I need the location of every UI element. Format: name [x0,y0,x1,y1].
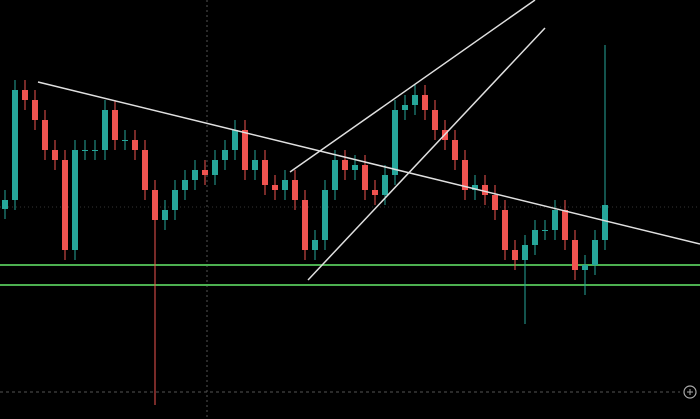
candle-body [272,185,278,190]
candle-body [92,150,98,151]
candle-body [462,160,468,190]
candle-body [482,185,488,195]
candle-body [102,110,108,150]
candle-body [152,190,158,220]
candle-body [142,150,148,190]
candle-body [172,190,178,210]
candle-body [192,170,198,180]
trend-line [289,0,536,173]
candle-body [312,240,318,250]
candle-body [122,140,128,141]
candle-body [132,140,138,150]
candle-body [282,180,288,190]
candle-body [52,150,58,160]
candle-body [572,240,578,270]
candle-body [382,175,388,195]
candle-body [452,140,458,160]
candle-body [22,90,28,100]
candle-body [372,190,378,195]
candle-body [162,210,168,220]
zoom-button[interactable] [683,385,697,399]
candle-body [82,150,88,151]
candle-body [362,165,368,190]
zoom-icon[interactable] [683,385,697,399]
candle-body [532,230,538,245]
candle-body [542,230,548,231]
candle-body [522,245,528,260]
candle-body [182,180,188,190]
candle-body [212,160,218,175]
candle-body [492,195,498,210]
candle-body [112,110,118,140]
candle-body [512,250,518,260]
candle-body [292,180,298,200]
candle-body [342,160,348,170]
candle-body [322,190,328,240]
candle-body [262,160,268,185]
candle-body [412,95,418,105]
plot-area [0,0,700,405]
candle-body [562,210,568,240]
candle-body [62,160,68,250]
candle-body [432,110,438,130]
candle-body [592,240,598,265]
trend-line [307,27,546,281]
trend-line [37,81,700,245]
candle-body [32,100,38,120]
candle-body [232,130,238,150]
candle-body [302,200,308,250]
candle-body [72,150,78,250]
candle-body [472,185,478,190]
candle-body [392,110,398,175]
candle-body [252,160,258,170]
candle-body [2,200,8,209]
candle-body [222,150,228,160]
candle-body [12,90,18,200]
candle-body [582,265,588,270]
candle-body [242,130,248,170]
candle-body [332,160,338,190]
candle-body [202,170,208,175]
candle-body [402,105,408,110]
candle-body [422,95,428,110]
candle-body [352,165,358,170]
candle-body [552,210,558,230]
candle-body [602,205,608,240]
candle-body [502,210,508,250]
candle-body [42,120,48,150]
